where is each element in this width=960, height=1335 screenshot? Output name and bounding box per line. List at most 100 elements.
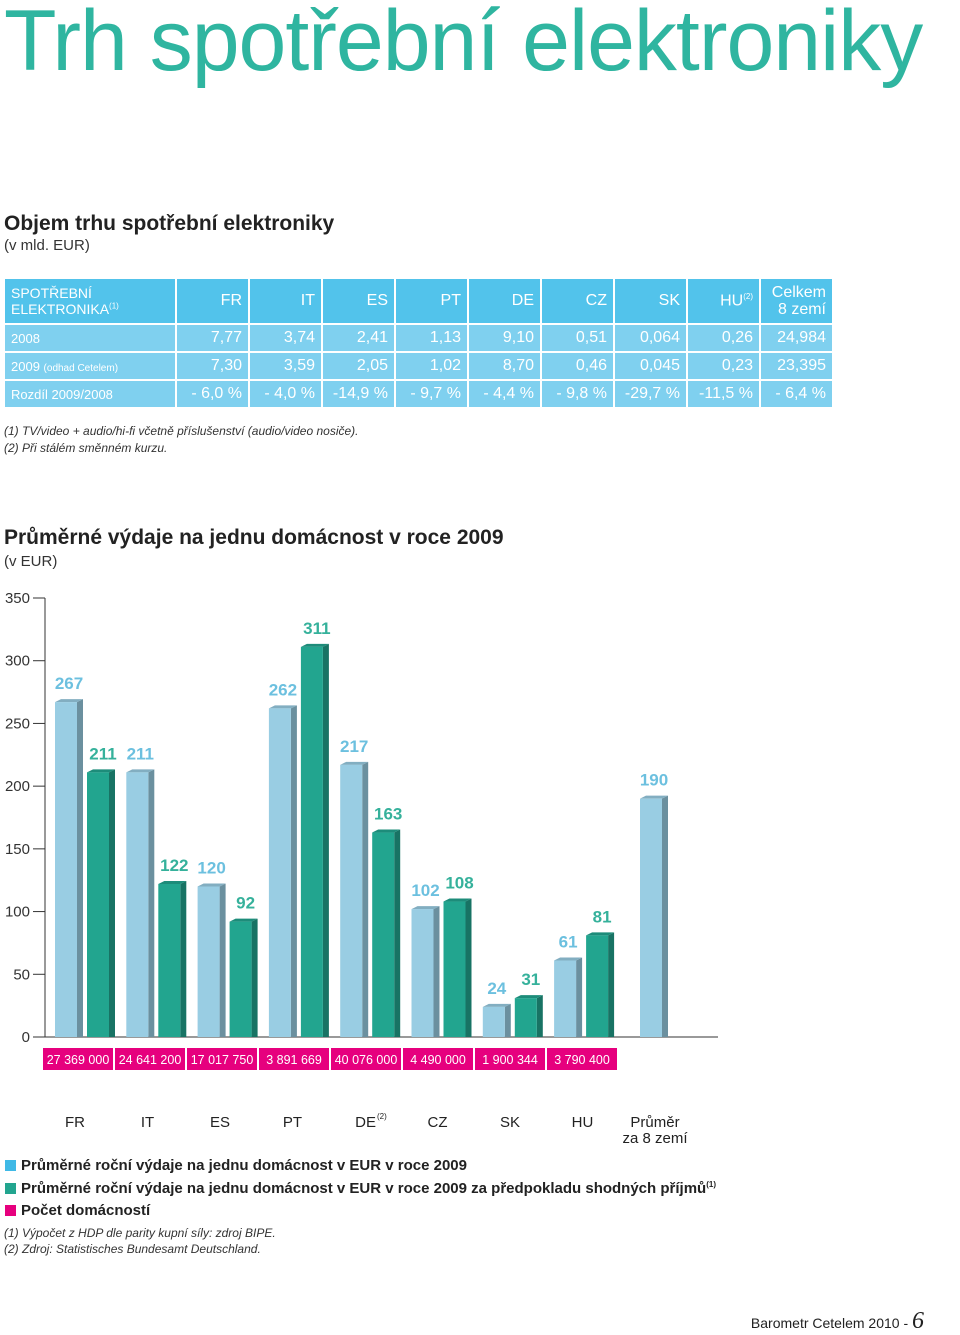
bar [554,960,577,1037]
bar [229,921,252,1037]
bar [482,1006,505,1037]
household-box [403,1048,473,1070]
y-tick-label: 200 [5,778,30,795]
value-label: 211 [89,744,116,763]
bar [586,935,609,1037]
bar-top [443,898,472,902]
table-cell: 0,064 [615,325,686,351]
table-cell: -11,5 % [688,381,759,407]
y-tick-label: 100 [5,904,30,921]
value-label: 92 [236,894,255,913]
household-box [331,1048,401,1070]
row-label: 2009 (odhad Cetelem) [5,353,175,379]
table-cell: 0,46 [542,353,613,379]
header-cell: SPOTŘEBNÍ ELEKTRONIKA(1) [5,279,175,323]
legend-label: Průměrné roční výdaje na jednu domácnost… [21,1157,467,1174]
bar-top [158,880,187,884]
household-label: 40 076 000 [335,1053,398,1067]
value-label: 120 [197,858,225,877]
table-cell: 9,10 [469,325,540,351]
value-label: 81 [593,907,612,926]
header-text: DE [511,292,534,309]
household-box [475,1048,545,1070]
legend-label: Počet domácností [21,1202,151,1219]
table-row: 2008 7,77 3,74 2,41 1,13 9,10 0,51 0,064 0,26 24,… [5,325,832,351]
bar [372,832,395,1037]
bar-top [126,769,155,773]
table-cell: 8,70 [469,353,540,379]
bar-side [536,995,543,1037]
bar-side [322,643,329,1037]
x-tick-label: SK [500,1114,520,1131]
header-note: (2) [743,291,753,301]
bar-side [148,769,155,1037]
household-label: 3 891 669 [266,1053,322,1067]
table-cell: 24,984 [761,325,832,351]
row-label-note: (odhad Cetelem) [43,362,119,374]
bar-top [482,1003,511,1007]
row-label-text: 2008 [11,330,40,346]
y-tick-label: 350 [5,590,30,607]
bar-top [586,932,615,936]
header-cell: FR [177,279,248,323]
bar-side [180,880,187,1037]
header-cell: DE [469,279,540,323]
household-label: 24 641 200 [119,1053,182,1067]
header-cell: Celkem 8 zemí [761,279,832,323]
table-cell: 3,74 [250,325,321,351]
section-title: Objem trhu spotřební elektroniky [4,212,335,235]
table-cell: 3,59 [250,353,321,379]
header-note: (1) [109,301,119,311]
row-label-text: 2009 [11,358,40,374]
bar [514,998,537,1037]
bar [197,886,220,1037]
value-label: 102 [411,881,439,900]
page-number: 6 [912,1308,924,1334]
legend-item: Počet domácností [5,1202,150,1219]
bar-top [554,957,583,961]
table-cell: - 4,4 % [469,381,540,407]
footnote: (1) Výpočet z HDP dle parity kupní síly:… [4,1226,276,1240]
footnote: (2) Při stálém směnném kurzu. [4,441,168,455]
table-cell: 1,02 [396,353,467,379]
value-label: 24 [487,979,506,998]
header-cell: HU(2) [688,279,759,323]
table-cell: - 6,0 % [177,381,248,407]
x-tick-label: PT [283,1114,302,1131]
header-text: FR [220,292,242,309]
bar-top [197,883,226,887]
bar-top [87,769,115,773]
table-cell: - 9,8 % [542,381,613,407]
footer-text: Barometr Cetelem 2010 - [750,1315,909,1331]
table-cell: 0,26 [688,325,759,351]
table-cell: - 9,7 % [396,381,467,407]
bar-side [433,906,440,1037]
y-tick-label: 50 [13,966,30,983]
legend-swatch [5,1205,16,1216]
table-cell: -29,7 % [615,381,686,407]
value-label: 267 [55,674,83,693]
footnote: (1) TV/video + audio/hi-fi včetně příslu… [4,424,359,438]
bar [340,764,363,1037]
section-subtitle: (v mld. EUR) [4,237,90,254]
footer: Barometr Cetelem 2010 - 6 [751,1308,924,1335]
bar-side [465,898,472,1037]
row-label: Rozdíl 2009/2008 [5,381,175,407]
bar [158,883,181,1037]
bar-side [362,761,369,1037]
page-title: Trh spotřební elektroniky [4,0,923,89]
bar-side [576,957,583,1037]
table-cell: - 6,4 % [761,381,832,407]
value-label: 311 [303,619,330,638]
header-cell: PT [396,279,467,323]
x-tick-label: FR [65,1114,85,1131]
header-text: IT [300,292,315,309]
bar-top [411,906,440,910]
household-label: 1 900 344 [482,1053,538,1067]
row-label-text: Rozdíl 2009/2008 [11,386,113,402]
household-label: 27 369 000 [47,1053,110,1067]
y-tick-label: 0 [22,1029,30,1046]
bar [87,772,109,1037]
bar-side [608,932,615,1037]
table-row: 2009 (odhad Cetelem) 7,30 3,59 2,05 1,02 8,70… [5,353,832,379]
